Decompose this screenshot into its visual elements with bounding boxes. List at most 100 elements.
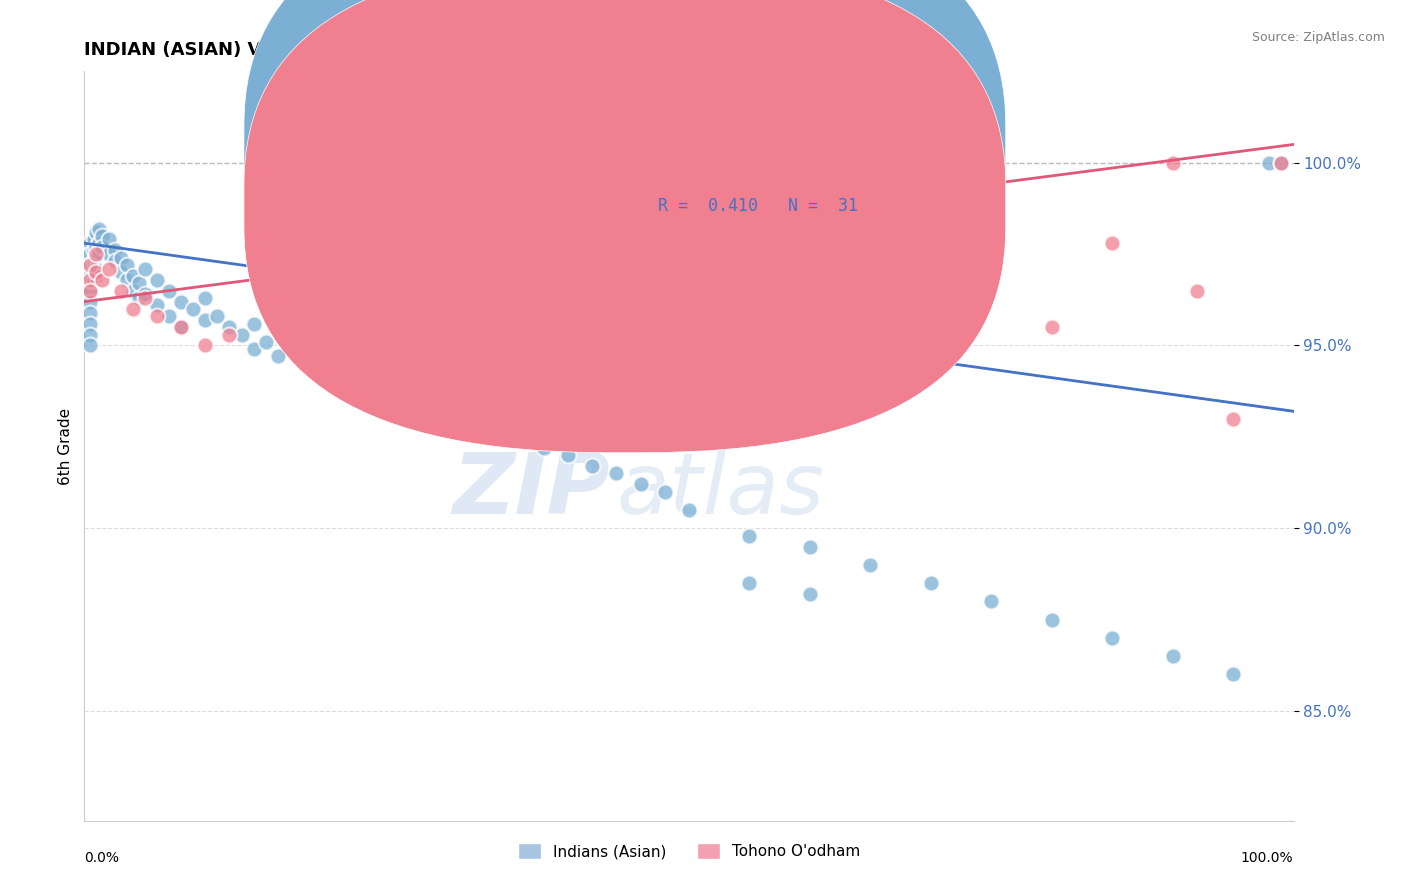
Text: ZIP: ZIP xyxy=(453,450,610,533)
Point xyxy=(254,273,277,287)
Point xyxy=(146,298,169,312)
Point xyxy=(267,350,290,364)
Point xyxy=(79,236,101,251)
Point xyxy=(170,294,193,309)
Point xyxy=(267,324,290,338)
Y-axis label: 6th Grade: 6th Grade xyxy=(58,408,73,484)
Point xyxy=(110,284,132,298)
Point xyxy=(97,247,120,261)
Point xyxy=(496,357,519,371)
Point xyxy=(375,346,398,360)
Point xyxy=(86,240,108,254)
Point xyxy=(87,221,110,235)
Point xyxy=(1270,155,1292,169)
Point xyxy=(86,268,108,283)
Point xyxy=(128,291,150,305)
Point xyxy=(79,258,101,272)
Point xyxy=(110,265,132,279)
Point xyxy=(799,587,821,601)
Point xyxy=(678,368,700,382)
Point xyxy=(104,244,127,258)
Point xyxy=(146,273,169,287)
Point xyxy=(79,284,101,298)
FancyBboxPatch shape xyxy=(245,0,1005,392)
Point xyxy=(388,382,411,396)
Point xyxy=(1222,667,1244,681)
Point xyxy=(83,232,105,246)
Point xyxy=(79,258,101,272)
Point xyxy=(79,338,101,352)
Point xyxy=(509,430,531,444)
Point xyxy=(654,484,676,499)
Point xyxy=(181,301,204,316)
FancyBboxPatch shape xyxy=(586,112,973,240)
Point xyxy=(86,225,108,239)
Point xyxy=(242,317,264,331)
Point xyxy=(557,346,579,360)
Point xyxy=(484,418,506,433)
Point xyxy=(678,503,700,517)
Point xyxy=(83,254,105,268)
Point xyxy=(678,338,700,352)
Point xyxy=(557,448,579,462)
Point xyxy=(799,357,821,371)
Point xyxy=(79,305,101,319)
Point xyxy=(79,327,101,342)
Point xyxy=(104,254,127,268)
Point xyxy=(1101,236,1123,251)
Point xyxy=(83,244,105,258)
Point xyxy=(86,251,108,265)
Point xyxy=(79,268,101,283)
Point xyxy=(1161,649,1184,664)
Point xyxy=(738,528,761,542)
Point xyxy=(278,338,301,352)
Text: R = -0.364   N = 116: R = -0.364 N = 116 xyxy=(658,137,858,155)
Point xyxy=(194,338,217,352)
Point xyxy=(859,247,882,261)
Point xyxy=(1101,631,1123,645)
Point xyxy=(605,467,627,481)
Point xyxy=(97,261,120,276)
Point xyxy=(799,540,821,554)
Point xyxy=(170,320,193,334)
Point xyxy=(91,240,114,254)
Point xyxy=(581,459,603,474)
Point xyxy=(157,284,180,298)
Point xyxy=(79,284,101,298)
Point xyxy=(1258,155,1281,169)
Point xyxy=(121,268,143,283)
Text: INDIAN (ASIAN) VS TOHONO O'ODHAM 6TH GRADE CORRELATION CHART: INDIAN (ASIAN) VS TOHONO O'ODHAM 6TH GRA… xyxy=(84,41,817,59)
Point xyxy=(218,327,240,342)
Point xyxy=(738,576,761,591)
Point xyxy=(231,327,253,342)
Point xyxy=(375,310,398,324)
Point xyxy=(302,353,325,368)
Point xyxy=(91,228,114,243)
Point xyxy=(83,273,105,287)
Point xyxy=(121,301,143,316)
Point xyxy=(630,477,652,491)
Point xyxy=(91,273,114,287)
Point xyxy=(170,320,193,334)
Point xyxy=(121,284,143,298)
Point xyxy=(1185,284,1208,298)
Legend: Indians (Asian), Tohono O'odham: Indians (Asian), Tohono O'odham xyxy=(512,838,866,865)
Point xyxy=(315,331,337,345)
Point xyxy=(412,393,434,408)
Text: 100.0%: 100.0% xyxy=(1241,851,1294,864)
Point xyxy=(134,291,156,305)
Point xyxy=(315,357,337,371)
Point xyxy=(194,313,217,327)
Point xyxy=(436,338,458,352)
Point xyxy=(207,310,229,324)
Point xyxy=(1040,320,1063,334)
Point xyxy=(254,334,277,349)
Text: atlas: atlas xyxy=(616,450,824,533)
Point xyxy=(1222,411,1244,425)
Point xyxy=(87,236,110,251)
Point xyxy=(859,558,882,572)
Point xyxy=(436,404,458,418)
Point xyxy=(194,291,217,305)
Point xyxy=(1270,155,1292,169)
Text: R =  0.410   N =  31: R = 0.410 N = 31 xyxy=(658,197,858,215)
